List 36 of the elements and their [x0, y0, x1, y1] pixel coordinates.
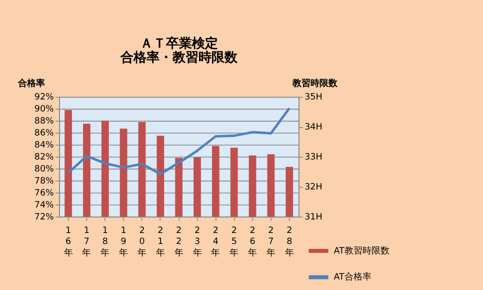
- x-tick-label: 26年: [248, 226, 258, 258]
- y-tick-label: 86%: [34, 128, 54, 139]
- chart-subtitle: 合格率・教習時限数: [119, 50, 238, 66]
- chart-title: ＡＴ卒業検定: [140, 35, 218, 52]
- x-tick-label: 23年: [192, 226, 202, 258]
- y2-tick-label: 34H: [304, 122, 322, 133]
- y-tick-label: 72%: [34, 212, 54, 222]
- y2-tick-label: 33H: [304, 152, 322, 162]
- y2-tick-label: 35H: [304, 92, 322, 103]
- x-tick-label: 22年: [174, 226, 184, 258]
- y2-axis-title: 教習時限数: [291, 78, 338, 90]
- legend-label: AT合格率: [334, 272, 372, 283]
- y-axis-title: 合格率: [17, 78, 46, 90]
- x-tick-label: 16年: [64, 226, 73, 258]
- x-tick-label: 21年: [156, 226, 165, 258]
- x-tick-label: 24年: [211, 226, 220, 258]
- y-tick-label: 82%: [34, 152, 54, 162]
- x-tick-label: 18年: [100, 226, 110, 258]
- y2-tick-label: 32H: [304, 182, 322, 192]
- x-tick-label: 28年: [284, 226, 294, 258]
- x-tick-label: 20年: [137, 226, 146, 258]
- legend-label: AT教習時限数: [334, 245, 390, 256]
- y-tick-label: 78%: [34, 176, 54, 186]
- line-series: [67, 107, 291, 176]
- x-tick-label: 17年: [82, 226, 92, 258]
- x-tick-label: 25年: [230, 226, 239, 258]
- x-tick-label: 27年: [266, 226, 276, 258]
- y-tick-label: 90%: [34, 104, 54, 115]
- y-tick-label: 92%: [34, 92, 54, 103]
- y-tick-label: 80%: [34, 164, 54, 174]
- x-tick-label: 19年: [119, 226, 128, 258]
- y-tick-label: 76%: [34, 188, 54, 198]
- y-tick-label: 88%: [34, 116, 54, 127]
- y-tick-label: 84%: [34, 140, 54, 151]
- y2-tick-label: 31H: [304, 212, 322, 222]
- y-tick-label: 74%: [34, 200, 54, 210]
